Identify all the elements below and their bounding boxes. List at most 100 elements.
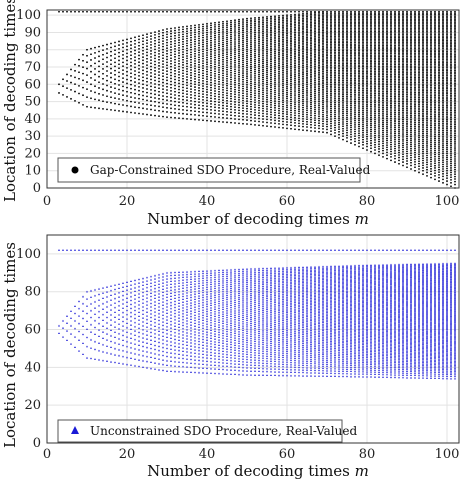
data-point (182, 51, 184, 53)
data-point (418, 108, 420, 111)
data-point (342, 35, 344, 38)
data-point (402, 124, 404, 127)
data-point (294, 23, 296, 26)
data-point (274, 100, 276, 102)
data-point (250, 47, 252, 50)
data-point (438, 180, 440, 182)
data-point (382, 59, 384, 61)
data-point (346, 12, 348, 15)
data-point (158, 87, 160, 90)
data-point (190, 66, 192, 69)
data-point (346, 112, 348, 115)
data-point (262, 72, 264, 75)
data-point (386, 63, 388, 66)
data-point (314, 37, 316, 40)
data-point (406, 111, 408, 114)
data-point (290, 127, 292, 130)
data-point (426, 150, 428, 153)
data-point (314, 22, 316, 25)
data-point (434, 32, 436, 34)
data-point (406, 135, 408, 138)
data-point (422, 38, 424, 41)
data-point (426, 117, 428, 120)
data-point (382, 117, 384, 120)
data-point (238, 82, 240, 85)
data-point (434, 22, 436, 25)
data-point (438, 46, 440, 48)
data-point (378, 83, 380, 86)
data-point (446, 116, 448, 119)
data-point (138, 61, 140, 64)
data-point (362, 103, 364, 106)
data-point (398, 149, 400, 152)
data-point (150, 10, 152, 13)
data-point (178, 76, 180, 79)
data-point (438, 56, 440, 59)
data-point (90, 64, 92, 67)
data-point (166, 58, 168, 61)
data-point (186, 90, 188, 93)
data-point (394, 44, 396, 47)
data-point (298, 91, 300, 94)
data-point (122, 81, 124, 83)
data-point (326, 24, 328, 27)
data-point (370, 54, 372, 57)
data-point (434, 103, 436, 106)
data-point (142, 43, 144, 46)
data-point (194, 80, 196, 83)
data-point (426, 84, 428, 87)
data-point (334, 35, 336, 38)
data-point (394, 85, 396, 88)
data-point (290, 37, 292, 40)
data-point (310, 103, 312, 106)
data-point (390, 39, 392, 42)
data-point (338, 64, 340, 67)
data-point (398, 124, 400, 127)
data-point (382, 92, 384, 95)
data-point (370, 65, 372, 68)
data-point (142, 46, 144, 49)
data-point (206, 33, 208, 36)
data-point (338, 59, 340, 62)
data-point (430, 126, 432, 129)
data-point (138, 51, 140, 54)
data-point (146, 60, 148, 63)
data-point (402, 55, 404, 58)
data-point (350, 120, 352, 123)
data-point (386, 52, 388, 55)
data-point (306, 58, 308, 61)
data-point (438, 127, 440, 130)
data-point (326, 48, 328, 50)
data-point (406, 44, 408, 47)
data-point (362, 38, 364, 41)
data-point (374, 116, 376, 119)
data-point (398, 100, 400, 103)
data-point (390, 72, 392, 74)
data-point (174, 61, 176, 64)
data-point (434, 151, 436, 154)
data-point (274, 97, 276, 100)
data-point (146, 10, 148, 13)
data-point (282, 31, 284, 34)
data-point (294, 16, 296, 19)
data-point (286, 10, 288, 13)
data-point (134, 92, 136, 95)
data-point (314, 92, 316, 95)
data-point (282, 103, 284, 106)
data-point (98, 87, 100, 89)
data-point (130, 105, 132, 108)
data-point (442, 38, 444, 41)
data-point (362, 49, 364, 52)
data-point (406, 133, 408, 136)
data-point (370, 80, 372, 83)
data-point (202, 62, 204, 65)
data-point (430, 119, 432, 122)
data-point (198, 26, 200, 29)
data-point (378, 59, 380, 61)
data-point (318, 85, 320, 88)
data-point (414, 131, 416, 134)
data-point (290, 56, 292, 59)
data-point (386, 85, 388, 88)
data-point (130, 79, 132, 82)
data-point (298, 112, 300, 115)
